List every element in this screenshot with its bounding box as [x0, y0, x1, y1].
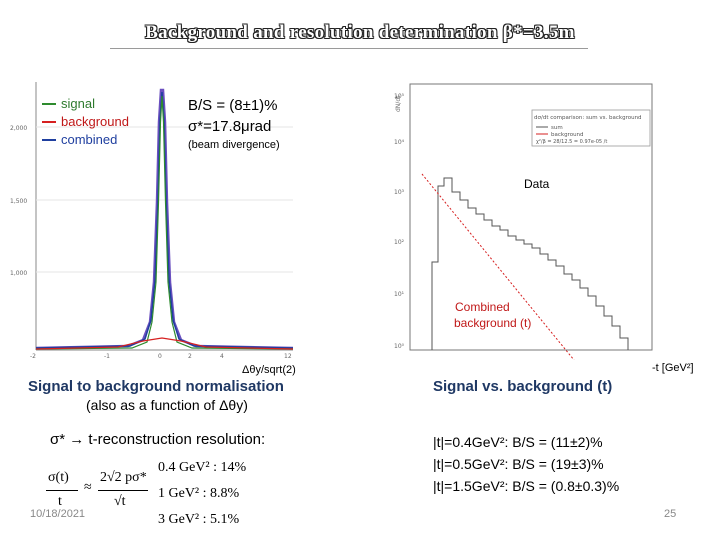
left-x-tick: 2 [188, 353, 192, 360]
right-legend-chi2: χ²/β = 28/12.5 = 0.97e-05 /t [536, 139, 607, 145]
right-legend-sum: sum [551, 125, 563, 131]
right-legend-background: background [551, 132, 584, 138]
left-x-tick: -2 [30, 353, 36, 360]
left-x-tick: 0 [158, 353, 162, 360]
formula-lhs-num: σ(t) [48, 470, 69, 485]
slide-title: Background and resolution determination … [145, 22, 575, 43]
formula-case-1: 0.4 GeV² : 14% [158, 460, 247, 475]
right-y-tick: 10⁴ [394, 139, 405, 146]
formula-rhs-bar [98, 490, 148, 491]
t-distribution-plot-svg: 10⁵ 10⁴ 10³ 10² 10¹ 10⁰ dN/dt dσ/dt comp… [394, 83, 653, 361]
resolution-formula: σ(t) t ≈ 2√2 pσ* √t [44, 470, 164, 520]
left-x-axis-label: Δθy/sqrt(2) [242, 364, 296, 376]
title-divider [110, 48, 588, 49]
divergence-note: (beam divergence) [188, 139, 280, 151]
normalisation-heading: Signal to background normalisation [28, 378, 284, 395]
right-y-tick: 10⁰ [394, 343, 405, 350]
right-y-tick: 10¹ [394, 291, 405, 298]
formula-rhs-num: 2√2 pσ* [100, 470, 147, 485]
page-number: 25 [664, 508, 677, 520]
signal-fit-plot-svg: 2,000 1,500 1,000 -2 -1 0 2 4 12 [10, 82, 294, 360]
data-label: Data [524, 177, 550, 191]
left-x-tick: -1 [104, 353, 110, 360]
signal-vs-background-heading: Signal vs. background (t) [433, 378, 613, 395]
background-label-line2: background (t) [454, 316, 532, 330]
stat-line-2: |t|=0.5GeV²: B/S = (19±3)% [433, 456, 604, 472]
normalisation-subtitle: (also as a function of Δθy) [86, 397, 248, 413]
resolution-line: σ* → t-reconstruction resolution: [50, 431, 266, 448]
left-y-tick: 2,000 [10, 125, 27, 132]
sigma-annotation: σ*=17.8μrad [188, 118, 272, 135]
right-x-axis-label: -t [GeV²] [652, 362, 694, 374]
formula-case-2: 1 GeV² : 8.8% [158, 486, 240, 501]
left-x-tick: 4 [220, 353, 224, 360]
right-legend-title: dσ/dt comparison: sum vs. background [534, 115, 642, 121]
left-y-tick: 1,000 [10, 270, 27, 277]
footer-date: 10/18/2021 [30, 508, 86, 520]
formula-approx: ≈ [84, 480, 92, 495]
right-y-tick: 10² [394, 239, 405, 246]
legend-signal: signal [42, 95, 129, 113]
left-legend: signal background combined [42, 95, 129, 149]
formula-rhs-den: √t [114, 494, 126, 509]
t-distribution-plot: 10⁵ 10⁴ 10³ 10² 10¹ 10⁰ dN/dt dσ/dt comp… [392, 82, 654, 361]
signal-fit-plot: 2,000 1,500 1,000 -2 -1 0 2 4 12 [8, 82, 298, 360]
stat-line-3: |t|=1.5GeV²: B/S = (0.8±0.3)% [433, 478, 620, 494]
left-x-tick: 12 [284, 353, 292, 360]
right-y-tick: 10³ [394, 189, 405, 196]
right-y-tick: 10⁵ [394, 93, 405, 100]
left-y-tick: 1,500 [10, 198, 27, 205]
formula-lhs-den: t [58, 494, 62, 509]
stat-line-1: |t|=0.4GeV²: B/S = (11±2)% [433, 434, 603, 450]
legend-combined: combined [42, 131, 129, 149]
formula-lhs-bar [46, 490, 78, 491]
right-y-axis-label: dN/dt [395, 95, 402, 112]
ratio-annotation: B/S = (8±1)% [188, 97, 278, 114]
legend-background: background [42, 113, 129, 131]
formula-case-3: 3 GeV² : 5.1% [158, 512, 240, 527]
background-label-line1: Combined [455, 300, 510, 314]
